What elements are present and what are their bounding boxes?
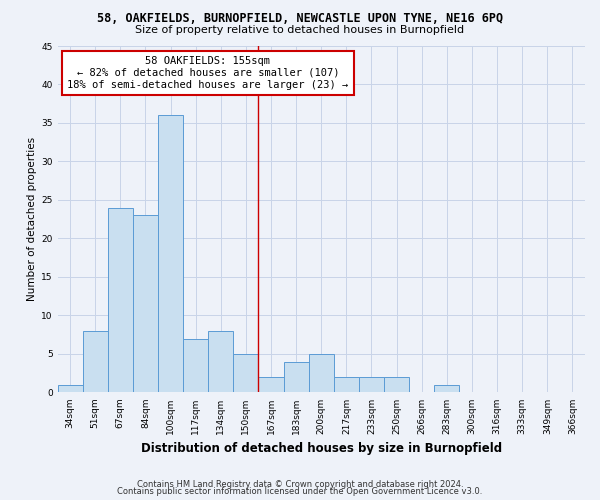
Bar [108, 208, 133, 392]
Text: 58 OAKFIELDS: 155sqm
← 82% of detached houses are smaller (107)
18% of semi-deta: 58 OAKFIELDS: 155sqm ← 82% of detached h… [67, 56, 349, 90]
Bar [158, 116, 183, 392]
Bar [434, 384, 460, 392]
Bar [208, 331, 233, 392]
Bar [259, 377, 284, 392]
X-axis label: Distribution of detached houses by size in Burnopfield: Distribution of detached houses by size … [141, 442, 502, 455]
Bar [384, 377, 409, 392]
Y-axis label: Number of detached properties: Number of detached properties [27, 137, 37, 302]
Bar [284, 362, 309, 392]
Text: Contains public sector information licensed under the Open Government Licence v3: Contains public sector information licen… [118, 488, 482, 496]
Bar [334, 377, 359, 392]
Bar [359, 377, 384, 392]
Bar [133, 216, 158, 392]
Bar [83, 331, 108, 392]
Bar [309, 354, 334, 393]
Bar [58, 384, 83, 392]
Text: 58, OAKFIELDS, BURNOPFIELD, NEWCASTLE UPON TYNE, NE16 6PQ: 58, OAKFIELDS, BURNOPFIELD, NEWCASTLE UP… [97, 12, 503, 26]
Text: Size of property relative to detached houses in Burnopfield: Size of property relative to detached ho… [136, 25, 464, 35]
Bar [233, 354, 259, 393]
Text: Contains HM Land Registry data © Crown copyright and database right 2024.: Contains HM Land Registry data © Crown c… [137, 480, 463, 489]
Bar [183, 338, 208, 392]
